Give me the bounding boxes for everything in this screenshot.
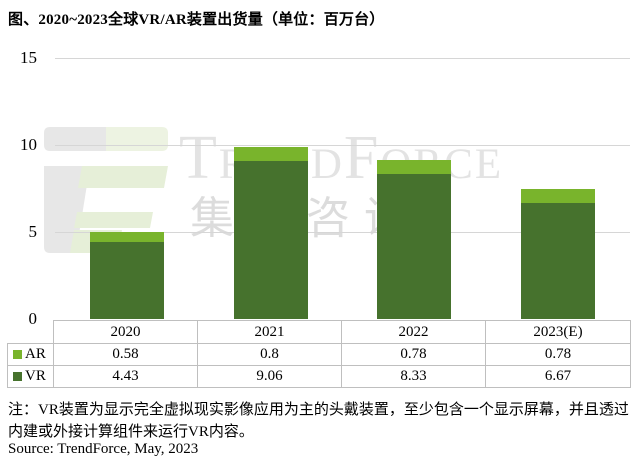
table-cell-vr-2021: 9.06 xyxy=(197,365,342,388)
legend-cell-ar: AR xyxy=(7,343,54,366)
legend-cell-vr: VR xyxy=(7,365,54,388)
footnote-line2: 内建或外接计算组件来运行VR内容。 xyxy=(8,424,254,440)
ar-legend-swatch xyxy=(13,350,22,359)
table-header-cell-2022: 2022 xyxy=(341,320,486,344)
y-axis-tick-label: 15 xyxy=(20,48,37,67)
table-corner-cell xyxy=(8,321,54,344)
table-cell-vr-2023(E): 6.67 xyxy=(485,365,631,388)
table-cell-ar-2020: 0.58 xyxy=(53,343,198,366)
table-header-cell-2023(E): 2023(E) xyxy=(485,320,631,344)
data-table: 2020 2021 2022 2023(E) AR 0.58 0.8 0.78 0.78 VR 4.… xyxy=(7,320,631,388)
y-axis-tick-label: 5 xyxy=(28,222,38,241)
bar-segment-ar-2023(E) xyxy=(521,189,596,203)
table-cell-vr-2022: 8.33 xyxy=(341,365,486,388)
gridline xyxy=(55,145,630,146)
source-line: Source: TrendForce, May, 2023 xyxy=(8,441,199,457)
table-header-cell-2020: 2020 xyxy=(53,320,198,344)
bar-segment-ar-2020 xyxy=(89,231,164,242)
bar-segment-ar-2021 xyxy=(233,147,308,162)
gridline xyxy=(55,58,630,59)
y-axis-tick-label: 10 xyxy=(20,135,37,154)
bar-segment-vr-2020 xyxy=(89,241,164,319)
table-header-cell-2021: 2021 xyxy=(197,320,342,344)
vr-legend-swatch xyxy=(13,372,22,381)
ar-legend-label: AR xyxy=(25,346,46,362)
table-cell-vr-2020: 4.43 xyxy=(53,365,198,388)
gridline xyxy=(55,232,630,233)
trendforce-watermark-text: TrendForce xyxy=(179,124,504,192)
bar-segment-vr-2023(E) xyxy=(521,202,596,319)
bar-segment-vr-2022 xyxy=(377,174,452,319)
table-cell-ar-2021: 0.8 xyxy=(197,343,342,366)
vr-legend-label: VR xyxy=(25,368,46,384)
bar-segment-ar-2022 xyxy=(377,160,452,175)
y-axis-tick-label: 0 xyxy=(28,309,38,328)
table-cell-ar-2023(E): 0.78 xyxy=(485,343,631,366)
table-cell-ar-2022: 0.78 xyxy=(341,343,486,366)
footnote: 注：VR装置为显示完全虚拟现实影像应用为主的头戴装置，至少包含一个显示屏幕，并且… xyxy=(8,399,636,443)
footnote-line1: 注：VR装置为显示完全虚拟现实影像应用为主的头戴装置，至少包含一个显示屏幕，并且… xyxy=(8,402,629,418)
chart-title: 图、2020~2023全球VR/AR装置出货量（单位：百万台） xyxy=(8,12,385,28)
bar-segment-vr-2021 xyxy=(233,161,308,319)
